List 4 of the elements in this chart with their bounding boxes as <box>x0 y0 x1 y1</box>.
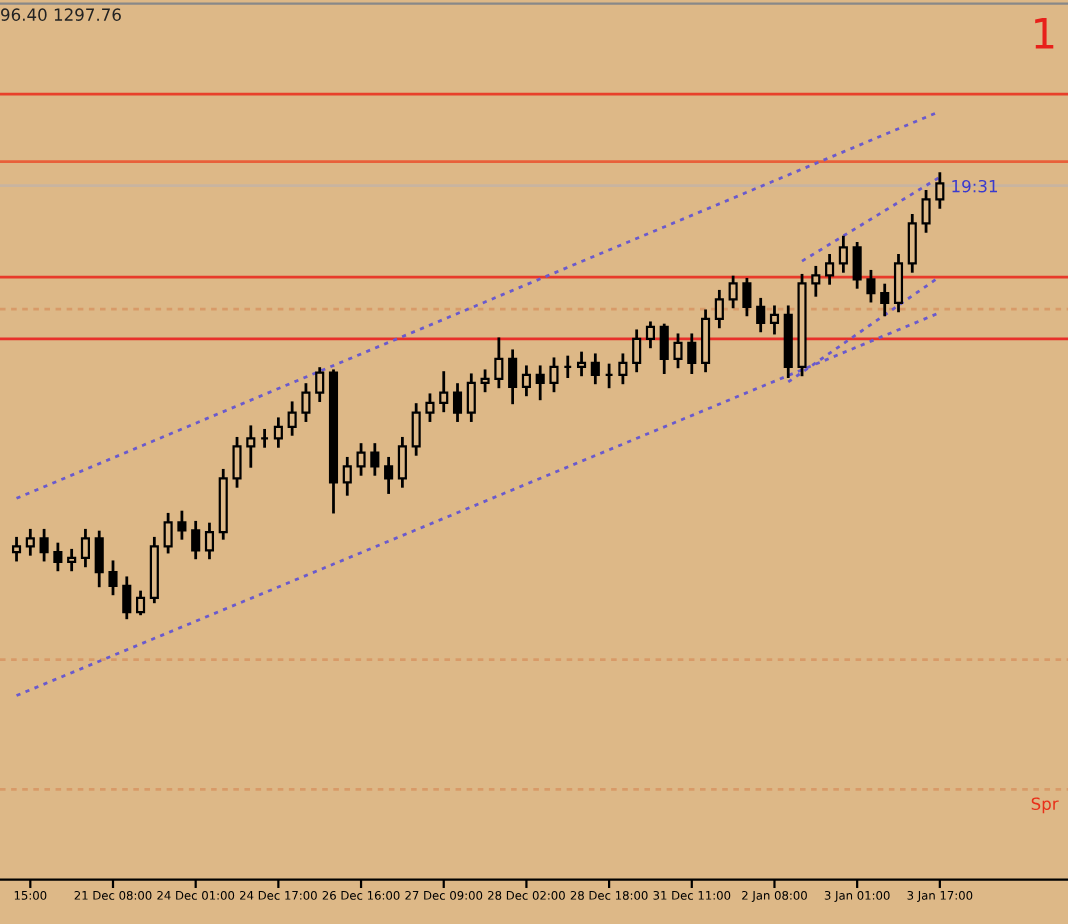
text: Spr <box>1031 797 1059 814</box>
text: 96.40 1297.76 <box>1 8 121 21</box>
text: 1 <box>1035 18 1054 49</box>
text: 19:31 <box>952 179 998 193</box>
